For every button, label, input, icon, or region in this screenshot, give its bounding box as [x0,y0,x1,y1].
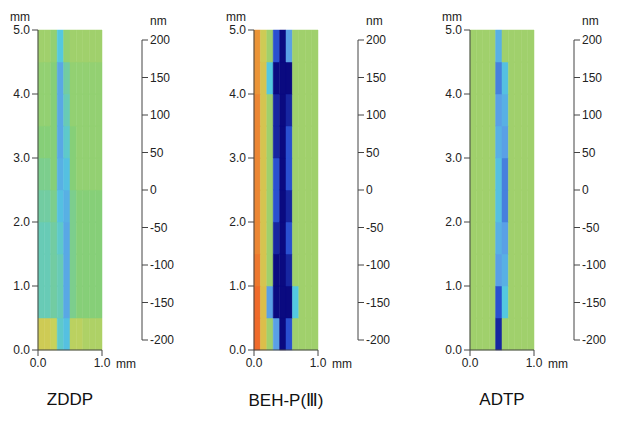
svg-text:2.0: 2.0 [13,215,30,229]
svg-text:3.0: 3.0 [229,151,246,165]
svg-text:0.0: 0.0 [13,343,30,357]
svg-text:4.0: 4.0 [13,87,30,101]
svg-text:100: 100 [366,108,386,122]
svg-text:-200: -200 [366,333,390,347]
html-text:mm: mm [116,357,136,371]
svg-text:200: 200 [150,33,170,47]
svg-text:2.0: 2.0 [445,215,462,229]
html-text:mm: mm [332,357,352,371]
svg-text:5.0: 5.0 [229,23,246,37]
html-text:mm: mm [548,357,568,371]
svg-text:1.0: 1.0 [445,279,462,293]
svg-text:100: 100 [150,108,170,122]
svg-text:200: 200 [366,33,386,47]
svg-text:-200: -200 [582,333,606,347]
html-text:nm: nm [582,14,599,28]
svg-text:-150: -150 [366,296,390,310]
svg-text:50: 50 [366,146,380,160]
svg-text:-100: -100 [366,258,390,272]
svg-text:-100: -100 [150,258,174,272]
svg-text:-150: -150 [582,296,606,310]
svg-text:0.0: 0.0 [229,343,246,357]
svg-text:1.0: 1.0 [526,356,543,370]
svg-text:0.0: 0.0 [246,356,263,370]
html-text:mm: mm [10,10,30,24]
svg-text:50: 50 [582,146,596,160]
svg-text:0.0: 0.0 [445,343,462,357]
svg-text:1.0: 1.0 [94,356,111,370]
svg-text:1.0: 1.0 [13,279,30,293]
html-text:BEH-P(Ⅲ): BEH-P(Ⅲ) [248,391,324,410]
html-text:ZDDP: ZDDP [46,390,94,409]
svg-text:100: 100 [582,108,602,122]
html-text:mm: mm [442,10,462,24]
svg-text:1.0: 1.0 [229,279,246,293]
svg-text:3.0: 3.0 [445,151,462,165]
svg-text:5.0: 5.0 [445,23,462,37]
html-text:nm: nm [150,14,167,28]
svg-text:200: 200 [582,33,602,47]
svg-text:2.0: 2.0 [229,215,246,229]
svg-text:4.0: 4.0 [445,87,462,101]
svg-text:150: 150 [366,71,386,85]
svg-text:-200: -200 [150,333,174,347]
html-text:ADTP: ADTP [479,390,525,409]
svg-text:50: 50 [150,146,164,160]
svg-text:-50: -50 [582,221,600,235]
svg-text:0: 0 [150,183,157,197]
svg-text:3.0: 3.0 [13,151,30,165]
svg-text:1.0: 1.0 [310,356,327,370]
svg-text:0: 0 [366,183,373,197]
svg-text:150: 150 [582,71,602,85]
svg-text:-50: -50 [366,221,384,235]
svg-text:-100: -100 [582,258,606,272]
svg-text:0.0: 0.0 [30,356,47,370]
svg-text:4.0: 4.0 [229,87,246,101]
svg-text:-150: -150 [150,296,174,310]
html-text:nm: nm [366,14,383,28]
svg-text:5.0: 5.0 [13,23,30,37]
svg-text:0: 0 [582,183,589,197]
svg-text:-50: -50 [150,221,168,235]
svg-text:150: 150 [150,71,170,85]
svg-text:0.0: 0.0 [462,356,479,370]
html-text:mm: mm [226,10,246,24]
